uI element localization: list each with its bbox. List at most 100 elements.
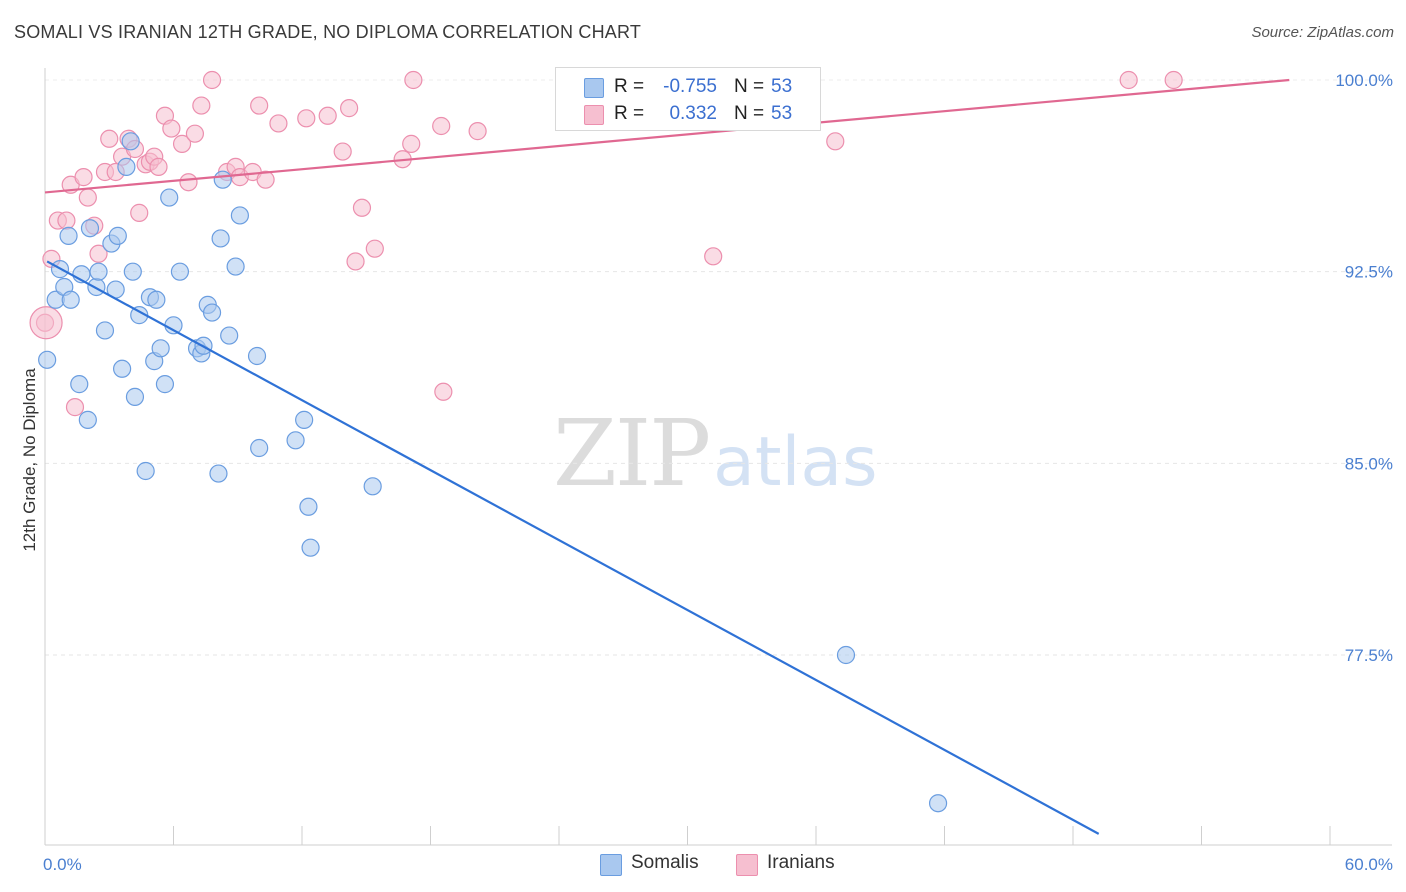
iranian-points (29, 70, 1183, 417)
x-tick-label: 60.0% (1345, 855, 1393, 874)
iranian-point (1119, 70, 1138, 90)
somali-point (125, 387, 145, 406)
somali-point (117, 157, 136, 176)
iranian-point (352, 198, 372, 217)
iranian-point (269, 114, 288, 133)
iranian-point (318, 106, 337, 125)
iranians-legend-swatch (736, 854, 758, 876)
somali-r-label: R = (614, 76, 645, 97)
somalis-legend-swatch (600, 854, 622, 876)
iranian-point (149, 157, 168, 176)
legend-row-iranian: R = 0.332 N = 53 (556, 100, 820, 128)
iranian-r-label: R = (614, 103, 645, 124)
y-tick-label: 77.5% (1345, 646, 1393, 665)
somali-point (151, 339, 170, 358)
somali-point (286, 431, 305, 450)
iranian-point (185, 124, 205, 143)
somali-point (59, 226, 78, 245)
somali-point (112, 359, 132, 378)
somali-swatch (584, 78, 604, 98)
somali-point (95, 321, 115, 340)
somali-point (247, 346, 267, 366)
iranian-point (404, 70, 423, 90)
x-tick-label: 0.0% (43, 855, 82, 874)
somali-point (78, 410, 97, 429)
iranian-swatch (584, 105, 604, 125)
tick-labels: 100.0% 92.5% 85.0% 77.5% 0.0% 60.0% (43, 71, 1393, 874)
y-tick-label: 85.0% (1345, 454, 1393, 473)
iranian-point (192, 96, 211, 115)
somali-point (89, 262, 108, 281)
somali-n-value: 53 (771, 76, 793, 97)
iranian-r-value: 0.332 (669, 103, 717, 124)
iranian-point (434, 382, 453, 401)
somali-point (295, 410, 314, 429)
iranian-point (333, 142, 352, 161)
trend-lines (44, 78, 1290, 835)
iranian-point (468, 122, 487, 141)
iranian-point (402, 134, 421, 153)
somali-trend-line (46, 260, 1100, 835)
iranian-n-value: 53 (771, 103, 793, 124)
iranian-point (256, 170, 275, 189)
somali-point (213, 170, 232, 189)
somali-point (38, 350, 57, 369)
somali-point (121, 132, 140, 151)
somali-point (299, 497, 318, 516)
iranian-point (202, 70, 222, 90)
somali-point (202, 303, 222, 322)
iranian-point (74, 168, 93, 187)
somali-point (301, 538, 320, 557)
somali-n-label: N = (734, 76, 765, 97)
source-credit: Source: ZipAtlas.com (1251, 24, 1394, 41)
iranian-point (130, 203, 149, 222)
y-tick-label: 100.0% (1335, 71, 1393, 90)
iranian-point (250, 96, 269, 115)
somali-point (108, 226, 127, 245)
somali-point (136, 461, 155, 481)
somali-point (123, 262, 142, 281)
somali-point (250, 438, 269, 458)
iranian-point (346, 252, 365, 271)
y-tick-label: 92.5% (1345, 263, 1393, 282)
iranians-legend-label: Iranians (767, 852, 835, 873)
iranian-point (89, 244, 108, 263)
iranian-point (57, 211, 76, 230)
iranian-point (1164, 70, 1183, 90)
somali-point (220, 326, 239, 345)
somali-point (230, 206, 249, 225)
somali-point (70, 375, 89, 394)
somali-point (147, 290, 166, 309)
somali-point (836, 645, 856, 665)
stats-legend: R = -0.755 N = 53 R = 0.332 N = 53 (555, 67, 821, 131)
somali-point (155, 375, 175, 394)
somali-points (38, 132, 948, 813)
somali-point (61, 290, 80, 309)
somali-point (87, 277, 106, 297)
somali-r-value: -0.755 (663, 76, 717, 97)
somali-point (80, 219, 100, 238)
iranian-point (179, 173, 198, 192)
iranian-point (704, 247, 723, 266)
iranian-point (432, 116, 451, 136)
somali-point (928, 794, 948, 813)
iranian-point (297, 109, 316, 128)
watermark-zip: ZIP (553, 400, 711, 507)
legend-row-somali: R = -0.755 N = 53 (556, 73, 820, 101)
iranian-point (78, 188, 97, 207)
iranian-point (100, 129, 119, 148)
watermark: ZIPatlas (553, 400, 878, 507)
iranian-point (65, 398, 85, 417)
iranian-n-label: N = (734, 103, 765, 124)
somali-point (363, 477, 382, 496)
iranian-trend-line (44, 78, 1290, 194)
somali-point (226, 257, 245, 276)
axes (44, 68, 1392, 846)
iranian-point (172, 134, 192, 153)
somalis-legend-label: Somalis (631, 852, 699, 873)
iranian-point (340, 99, 359, 118)
iranian-point (826, 132, 845, 151)
iranian-point-large (29, 306, 63, 340)
somali-point (170, 262, 190, 281)
